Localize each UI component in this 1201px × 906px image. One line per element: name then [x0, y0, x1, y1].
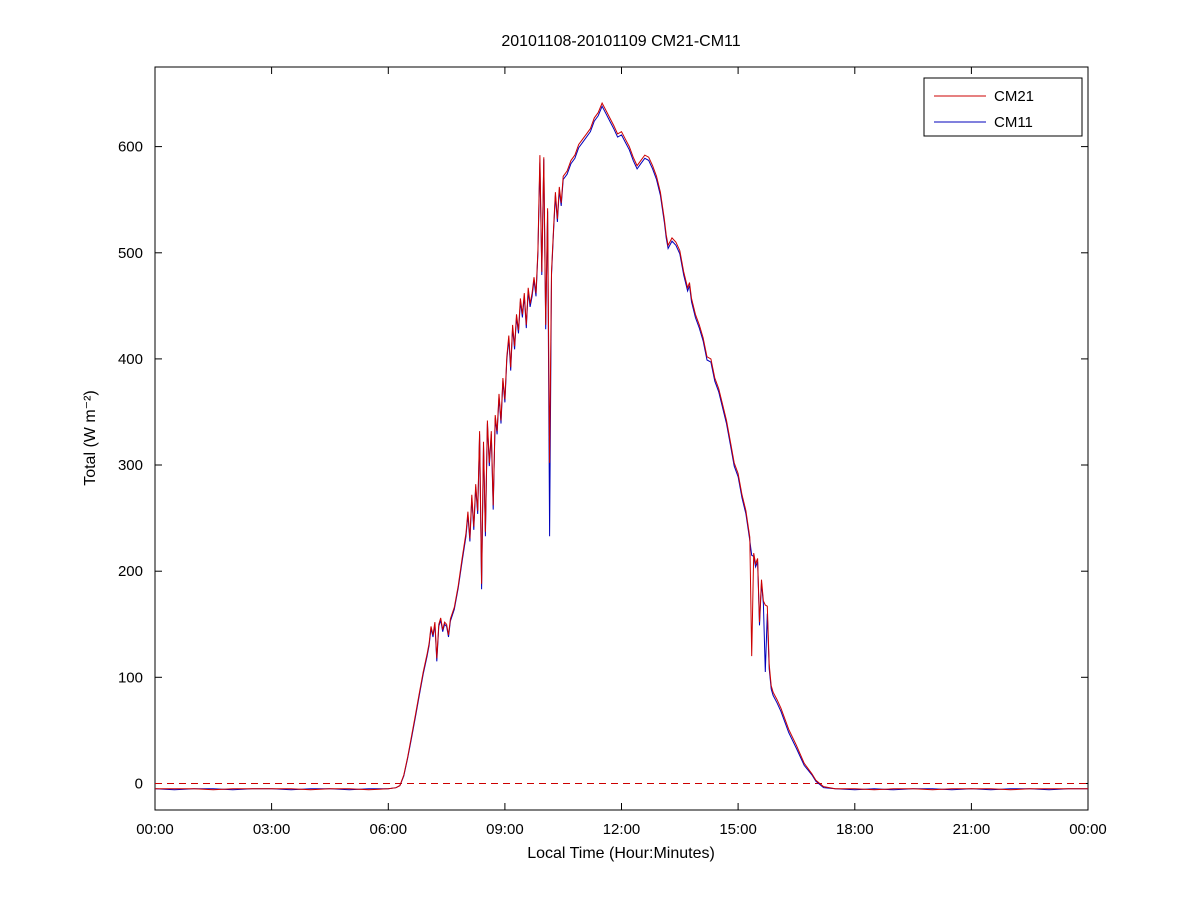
x-tick-label: 21:00	[953, 821, 991, 838]
y-axis-label: Total (W m⁻²)	[82, 390, 99, 486]
x-tick-label: 00:00	[136, 821, 174, 838]
y-tick-label: 200	[118, 563, 143, 580]
chart-title: 20101108-20101109 CM21-CM11	[501, 33, 740, 50]
y-tick-labels: 0 100 200 300 400 500 600	[118, 139, 143, 793]
y-tick-label: 600	[118, 139, 143, 156]
x-tick-label: 00:00	[1069, 821, 1107, 838]
x-tick-label: 06:00	[370, 821, 408, 838]
y-tick-label: 400	[118, 351, 143, 368]
x-tick-labels: 00:00 03:00 06:00 09:00 12:00 15:00 18:00 21:00…	[136, 821, 1107, 838]
x-axis-ticks	[154, 67, 1089, 810]
x-tick-label: 09:00	[486, 821, 524, 838]
x-axis-label: Local Time (Hour:Minutes)	[527, 845, 715, 862]
cm21-line	[155, 101, 1088, 791]
legend: CM21 CM11	[923, 77, 1083, 137]
y-tick-label: 300	[118, 457, 143, 474]
legend-label-cm11: CM11	[994, 114, 1033, 131]
x-tick-label: 18:00	[836, 821, 874, 838]
plot-area	[154, 66, 1089, 811]
x-tick-label: 03:00	[253, 821, 291, 838]
y-tick-label: 0	[135, 776, 143, 793]
x-tick-label: 15:00	[719, 821, 757, 838]
x-tick-label: 12:00	[603, 821, 641, 838]
legend-box	[923, 77, 1083, 137]
y-tick-label: 100	[118, 669, 143, 686]
y-tick-label: 500	[118, 245, 143, 262]
legend-label-cm21: CM21	[994, 88, 1034, 105]
